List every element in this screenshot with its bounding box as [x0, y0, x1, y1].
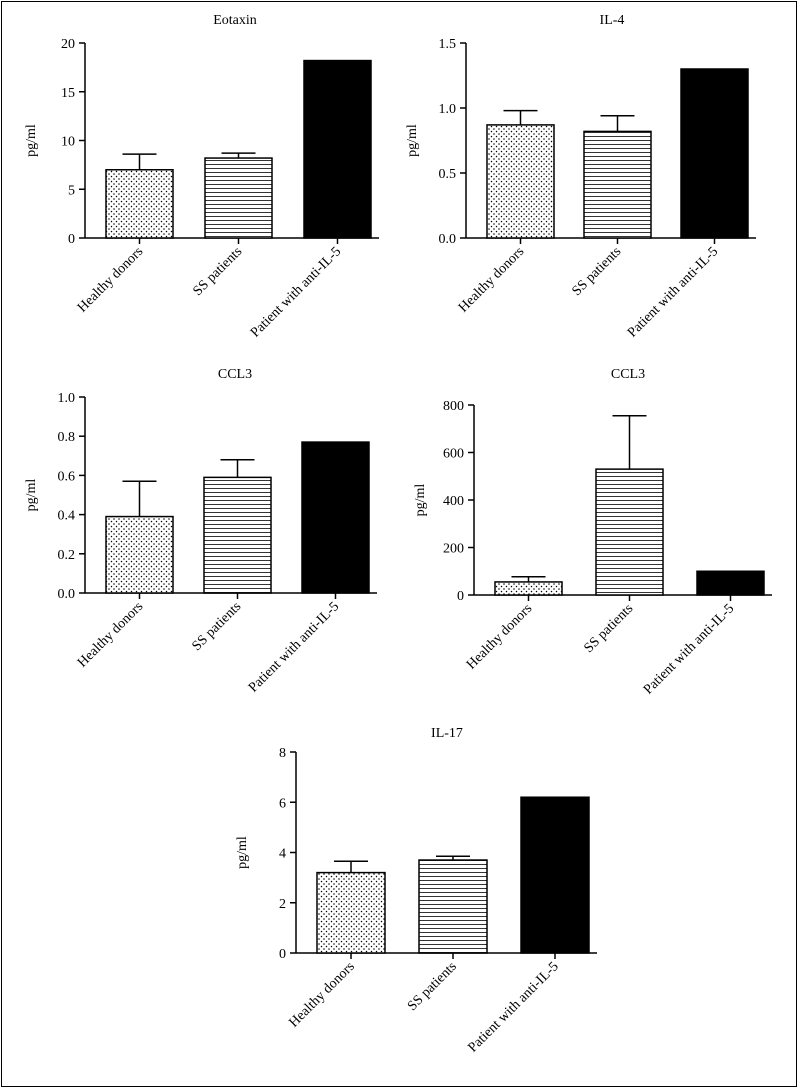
y-tick-label: 400: [443, 494, 464, 509]
bar-healthy-donors: [494, 581, 563, 596]
chart-panel-4: CCL3 pg/ml 0 200 400 600 800 Healthy donors SS p…: [413, 367, 772, 698]
y-tick-label: 0.2: [58, 548, 76, 563]
chart-panel-2: IL-4 pg/ml 0.0 0.5 1.0 1.5 Healthy donors SS pa…: [405, 13, 756, 341]
x-category-label: Patient with anti-IL-5: [248, 244, 344, 340]
y-tick-label: 1.0: [439, 102, 457, 117]
y-tick-label: 0.4: [58, 509, 76, 524]
bar-ss-patients: [583, 130, 652, 239]
y-tick-label: 5: [68, 183, 75, 198]
chart-panel-3: CCL3 pg/ml 0.0 0.2 0.4 0.6 0.8 1.0 Healthy donor…: [24, 367, 377, 696]
y-tick-label: 0.0: [439, 232, 457, 247]
bar-ss-patients: [203, 476, 272, 594]
x-category-label: Patient with anti-IL-5: [246, 599, 342, 695]
bar-healthy-donors: [316, 871, 386, 954]
bar-patient-with-anti-il-5: [520, 796, 590, 954]
y-tick-label: 1.0: [58, 391, 76, 406]
bar-patient-with-anti-il-5: [303, 59, 372, 239]
x-category-label: Patient with anti-IL-5: [625, 244, 721, 340]
bar-healthy-donors: [105, 169, 174, 239]
y-tick-label: 0.5: [439, 167, 457, 182]
y-tick-label: 600: [443, 447, 464, 462]
x-category-label: SS patients: [405, 959, 460, 1014]
x-category-label: Healthy donors: [75, 244, 146, 315]
x-category-label: Healthy donors: [464, 601, 535, 672]
y-tick-label: 200: [443, 542, 464, 557]
chart-title: CCL3: [218, 367, 252, 382]
y-tick-label: 0: [279, 947, 286, 962]
y-tick-label: 2: [279, 897, 286, 912]
chart-panel-5: IL-17 pg/ml 0 2 4 6 8 Healthy donors SS patients…: [235, 726, 597, 1056]
y-tick-label: 0: [68, 232, 75, 247]
bar-patient-with-anti-il-5: [696, 570, 765, 596]
y-tick-label: 20: [61, 37, 75, 52]
chart-title: CCL3: [611, 367, 645, 382]
x-category-label: Healthy donors: [75, 599, 146, 670]
x-category-label: SS patients: [569, 244, 624, 299]
x-category-label: SS patients: [581, 601, 636, 656]
y-axis-label: pg/ml: [235, 836, 250, 869]
bar-healthy-donors: [486, 124, 555, 239]
chart-panel-1: Eotaxin pg/ml 0 5 10 15 20 Healthy donors SS pat…: [24, 13, 379, 341]
x-category-label: Healthy donors: [286, 959, 357, 1030]
y-axis-label: pg/ml: [413, 484, 428, 517]
y-tick-label: 0: [457, 589, 464, 604]
x-category-label: Patient with anti-IL-5: [465, 959, 561, 1055]
y-axis-label: pg/ml: [24, 124, 39, 157]
y-tick-label: 1.5: [439, 37, 457, 52]
y-tick-label: 8: [279, 746, 286, 761]
y-tick-label: 10: [61, 135, 75, 150]
y-axis-label: pg/ml: [405, 124, 420, 157]
x-category-label: SS patients: [189, 599, 244, 654]
y-tick-label: 0.0: [58, 587, 76, 602]
y-tick-label: 0.6: [58, 469, 76, 484]
chart-title: Eotaxin: [213, 13, 257, 28]
bar-ss-patients: [595, 468, 664, 596]
x-category-label: Healthy donors: [456, 244, 527, 315]
bar-healthy-donors: [105, 515, 174, 594]
chart-title: IL-4: [600, 13, 625, 28]
bar-ss-patients: [204, 157, 273, 239]
y-tick-label: 15: [61, 86, 75, 101]
x-category-label: Patient with anti-IL-5: [641, 601, 737, 697]
bar-patient-with-anti-il-5: [680, 68, 749, 239]
y-tick-label: 4: [279, 847, 286, 862]
y-tick-label: 800: [443, 399, 464, 414]
chart-title: IL-17: [431, 726, 463, 741]
bar-ss-patients: [418, 859, 488, 954]
bar-patient-with-anti-il-5: [301, 441, 370, 594]
y-tick-label: 6: [279, 796, 286, 811]
y-tick-label: 0.8: [58, 430, 76, 445]
x-category-label: SS patients: [190, 244, 245, 299]
y-axis-label: pg/ml: [24, 479, 39, 512]
